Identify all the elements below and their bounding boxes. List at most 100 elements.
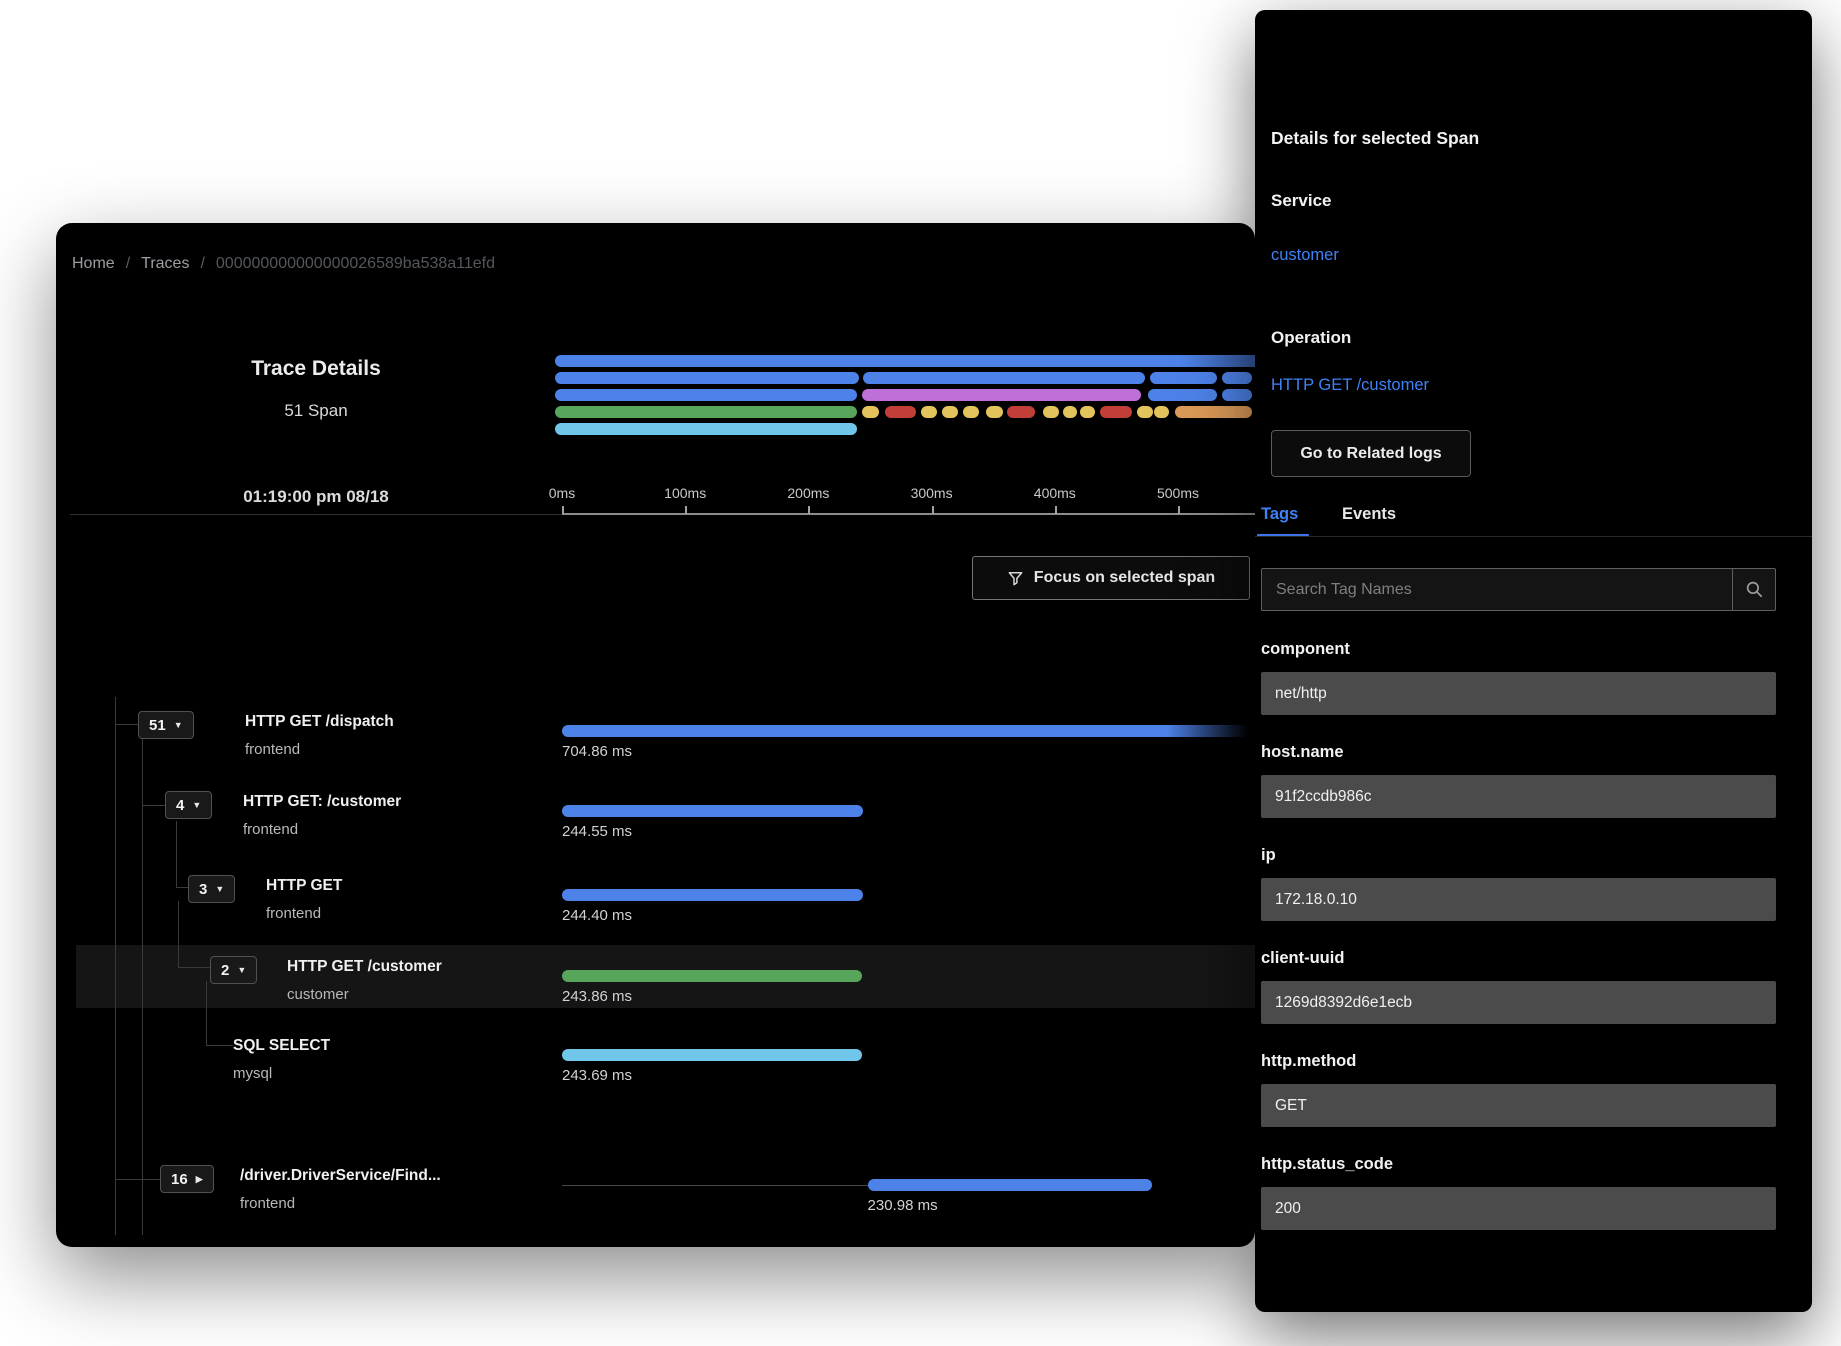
span-operation-label[interactable]: HTTP GET /dispatch bbox=[245, 713, 394, 730]
span-service-name: frontend bbox=[266, 905, 322, 922]
minimap-span-segment bbox=[861, 389, 1142, 401]
breadcrumb-traces-link[interactable]: Traces bbox=[141, 255, 190, 272]
minimap-span-segment bbox=[555, 423, 857, 435]
breadcrumb-home-link[interactable]: Home bbox=[72, 255, 115, 272]
tag-value-box: net/http bbox=[1261, 672, 1776, 715]
span-duration-bar[interactable] bbox=[562, 725, 1249, 737]
span-child-count: 3 bbox=[199, 880, 208, 898]
breadcrumb-separator: / bbox=[200, 255, 205, 272]
minimap-span-segment bbox=[885, 406, 916, 418]
trace-minimap[interactable] bbox=[555, 355, 1255, 441]
minimap-span-segment bbox=[1042, 406, 1059, 418]
minimap-span-segment bbox=[555, 372, 860, 384]
minimap-span-segment bbox=[555, 406, 857, 418]
details-panel-title: Details for selected Span bbox=[1271, 128, 1480, 148]
service-section-label: Service bbox=[1271, 191, 1332, 210]
tag-name-label: ip bbox=[1261, 846, 1276, 864]
span-service-name: mysql bbox=[233, 1065, 273, 1082]
trace-details-title: Trace Details bbox=[251, 357, 381, 380]
minimap-span-segment bbox=[863, 372, 1146, 384]
span-duration-text: 244.40 ms bbox=[562, 907, 633, 924]
span-operation-label[interactable]: HTTP GET bbox=[266, 877, 343, 894]
tag-search-input[interactable] bbox=[1262, 569, 1732, 610]
focus-selected-span-label: Focus on selected span bbox=[1033, 569, 1216, 586]
span-duration-text: 243.69 ms bbox=[562, 1067, 633, 1084]
span-collapse-badge[interactable]: 4 ▼ bbox=[165, 791, 213, 819]
timeline-tick bbox=[931, 506, 934, 514]
chevron-down-icon: ▼ bbox=[237, 965, 247, 975]
tab-events[interactable]: Events bbox=[1342, 505, 1397, 523]
tree-connector-line bbox=[206, 981, 207, 1045]
tag-search-box bbox=[1261, 568, 1776, 611]
timeline-tick-label: 300ms bbox=[910, 485, 953, 501]
tag-value-box: 1269d8392d6e1ecb bbox=[1261, 981, 1776, 1024]
span-duration-bar[interactable] bbox=[562, 1049, 863, 1061]
trace-timestamp: 01:19:00 pm 08/18 bbox=[243, 487, 389, 506]
minimap-span-segment bbox=[555, 389, 857, 401]
timeline-tick bbox=[1054, 506, 1057, 514]
span-operation-label[interactable]: HTTP GET: /customer bbox=[243, 793, 402, 810]
funnel-icon bbox=[1007, 570, 1024, 587]
tree-connector-line bbox=[178, 967, 210, 968]
tab-tags[interactable]: Tags bbox=[1261, 505, 1299, 523]
minimap-span-segment bbox=[1174, 406, 1253, 418]
axis-divider bbox=[70, 514, 562, 515]
span-operation-label[interactable]: SQL SELECT bbox=[233, 1037, 331, 1054]
timeline-tick-label: 100ms bbox=[664, 485, 707, 501]
service-value-link[interactable]: customer bbox=[1271, 246, 1339, 264]
tag-value-box: 200 bbox=[1261, 1187, 1776, 1230]
tree-connector-line bbox=[115, 1179, 160, 1180]
minimap-span-segment bbox=[1062, 406, 1078, 418]
minimap-row bbox=[555, 372, 1255, 384]
go-to-related-logs-button[interactable]: Go to Related logs bbox=[1271, 430, 1471, 477]
operation-value-link[interactable]: HTTP GET /customer bbox=[1271, 376, 1430, 394]
minimap-span-segment bbox=[1150, 372, 1217, 384]
tree-connector-line bbox=[142, 805, 165, 806]
tag-name-label: client-uuid bbox=[1261, 949, 1345, 967]
tree-connector-line bbox=[176, 887, 188, 888]
minimap-span-segment bbox=[1007, 406, 1036, 418]
tree-connector-line bbox=[176, 821, 177, 887]
span-duration-bar[interactable] bbox=[562, 805, 864, 817]
span-collapse-badge[interactable]: 51 ▼ bbox=[138, 711, 194, 739]
tag-search-button[interactable] bbox=[1732, 569, 1775, 610]
timeline-tick bbox=[562, 506, 564, 514]
tabs-divider bbox=[1255, 536, 1812, 537]
span-child-count: 2 bbox=[221, 961, 230, 979]
minimap-span-segment bbox=[1153, 406, 1169, 418]
tag-value-box: GET bbox=[1261, 1084, 1776, 1127]
minimap-span-segment bbox=[1079, 406, 1095, 418]
span-operation-label[interactable]: HTTP GET /customer bbox=[287, 958, 442, 975]
span-duration-bar[interactable] bbox=[562, 889, 864, 901]
minimap-span-segment bbox=[1147, 389, 1217, 401]
timeline-tick-label: 400ms bbox=[1033, 485, 1076, 501]
minimap-span-segment bbox=[1221, 372, 1253, 384]
minimap-row bbox=[555, 389, 1255, 401]
span-collapse-badge[interactable]: 3 ▼ bbox=[188, 875, 236, 903]
span-count: 51 Span bbox=[284, 401, 348, 420]
span-child-count: 51 bbox=[149, 716, 166, 734]
span-collapse-badge[interactable]: 2 ▼ bbox=[210, 956, 258, 984]
minimap-span-segment bbox=[1221, 389, 1253, 401]
span-duration-bar[interactable] bbox=[867, 1179, 1153, 1191]
span-duration-bar[interactable] bbox=[562, 970, 863, 982]
tag-name-label: http.method bbox=[1261, 1052, 1357, 1070]
breadcrumb-separator: / bbox=[125, 255, 131, 272]
timeline-tick-label: 200ms bbox=[787, 485, 830, 501]
span-collapse-badge[interactable]: 16 ▶ bbox=[160, 1165, 214, 1193]
active-tab-underline bbox=[1257, 534, 1309, 537]
timeline-tick bbox=[1178, 506, 1180, 514]
timeline-tick bbox=[685, 506, 688, 514]
minimap-span-segment bbox=[986, 406, 1004, 418]
minimap-span-segment bbox=[555, 355, 1255, 367]
tree-connector-line bbox=[115, 724, 138, 725]
chevron-down-icon: ▼ bbox=[192, 800, 202, 810]
span-child-count: 4 bbox=[176, 796, 185, 814]
span-duration-text: 244.55 ms bbox=[562, 823, 633, 840]
timeline-tick bbox=[808, 506, 811, 514]
span-duration-text: 230.98 ms bbox=[867, 1197, 938, 1214]
chevron-down-icon: ▼ bbox=[173, 720, 183, 730]
focus-selected-span-button[interactable]: Focus on selected span bbox=[972, 556, 1250, 600]
span-operation-label[interactable]: /driver.DriverService/Find... bbox=[240, 1167, 441, 1184]
search-icon bbox=[1745, 580, 1764, 599]
